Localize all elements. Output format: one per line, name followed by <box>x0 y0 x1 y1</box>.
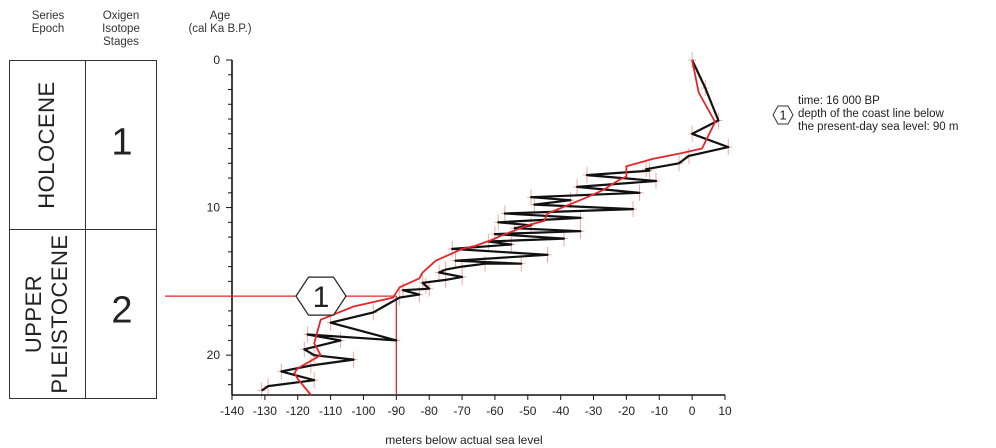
header-age: Age (cal Ka B.P.) <box>175 10 265 36</box>
note-text: time: 16 000 BP depth of the coast line … <box>798 95 958 134</box>
marker-1: 1 <box>295 276 347 316</box>
x-tick-label: -30 <box>585 404 603 418</box>
note-line-level: the present-day sea level: 90 m <box>798 121 959 133</box>
marker-hexagon <box>295 276 347 316</box>
x-tick-label: -130 <box>253 404 277 418</box>
y-tick-label: 20 <box>207 348 221 362</box>
x-tick-label: 10 <box>718 404 732 418</box>
x-tick-label: 0 <box>689 404 696 418</box>
note-line-time: time: 16 000 BP <box>798 95 880 107</box>
x-tick-label: -140 <box>220 404 244 418</box>
y-tick-label: 0 <box>213 53 220 67</box>
marker-label: 1 <box>313 281 330 314</box>
y-tick-label: 10 <box>207 201 221 215</box>
note-line-depth: depth of the coast line below <box>798 108 944 120</box>
x-axis-label: meters below actual sea level <box>385 433 542 447</box>
header-age-line: Age <box>209 10 231 22</box>
header-isotope-line: Isotope <box>102 23 140 35</box>
error-bars <box>257 52 733 399</box>
x-tick-label: -50 <box>519 404 537 418</box>
stage-1-number: 1 <box>111 121 133 164</box>
x-tick-label: -90 <box>388 404 406 418</box>
stage-2-number: 2 <box>111 289 133 332</box>
header-series-epoch: Series Epoch <box>20 10 76 36</box>
header-age-unit-line: (cal Ka B.P.) <box>188 23 252 35</box>
table-row-divider <box>10 229 156 230</box>
hexagon-icon: 1 <box>772 105 794 125</box>
series-line-black <box>260 59 730 392</box>
x-tick-label: -20 <box>618 404 636 418</box>
x-tick-label: -10 <box>651 404 669 418</box>
series-line-red <box>293 59 716 396</box>
marker-guide-lines <box>165 295 397 395</box>
x-tick-label: -40 <box>552 404 570 418</box>
header-stages-line: Stages <box>103 36 139 48</box>
stratigraphic-table: HOLOCENE UPPER PLEISTOCENE 1 2 <box>9 60 157 399</box>
axes: -140 -130 -120 -110 -100 -90 -80 -70 -60 -50 -40 -3… <box>207 53 732 418</box>
x-tick-label: -120 <box>286 404 310 418</box>
x-tick-label: -70 <box>453 404 471 418</box>
header-oxigen-line: Oxigen <box>102 10 140 22</box>
header-epoch-line: Epoch <box>31 23 65 35</box>
data-series <box>260 59 730 396</box>
x-tick-label: -110 <box>319 404 342 418</box>
note-symbol: 1 <box>779 108 786 123</box>
x-tick-label: -80 <box>421 404 439 418</box>
x-tick-label: -60 <box>486 404 504 418</box>
header-series-line: Series <box>31 10 65 22</box>
header-isotope-stages: Oxigen Isotope Stages <box>88 10 154 49</box>
x-tick-label: -100 <box>351 404 375 418</box>
